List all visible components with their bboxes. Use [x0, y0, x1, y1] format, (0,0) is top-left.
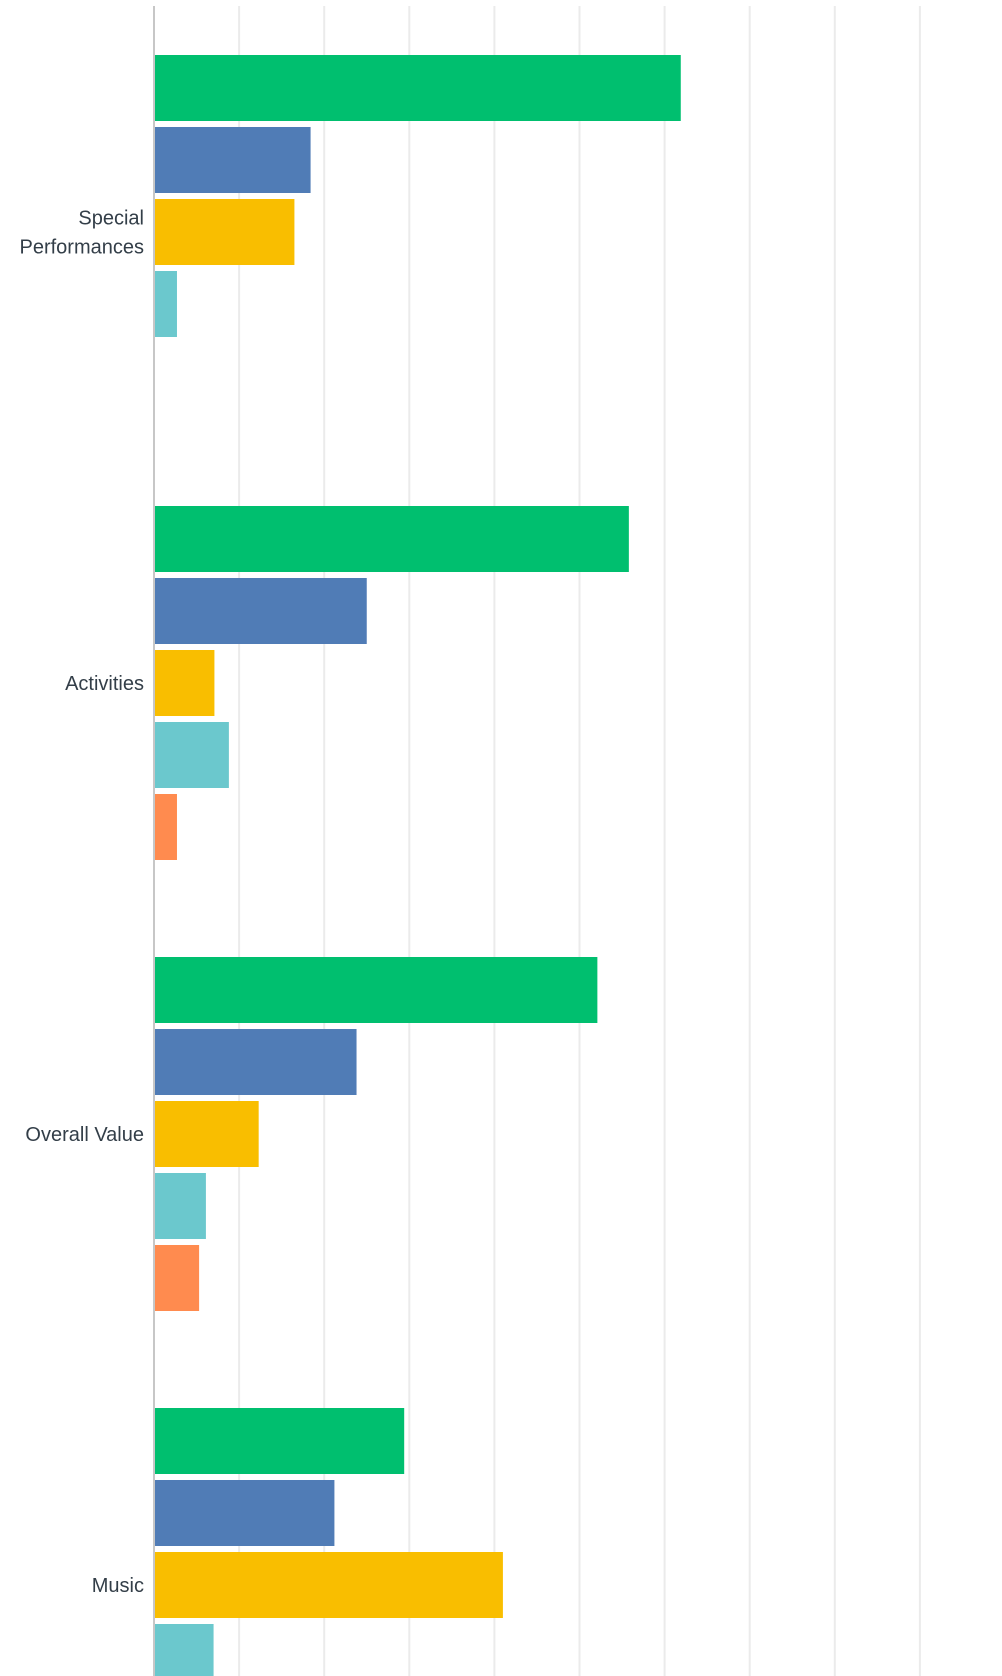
bar-1-series-4	[154, 794, 177, 860]
bar-0-series-2	[154, 199, 295, 265]
category-label-1: Activities	[65, 673, 144, 695]
category-label-3: Music	[92, 1575, 144, 1597]
category-label-0: Special Performances	[20, 208, 145, 259]
bar-1-series-2	[154, 650, 215, 716]
bar-3-series-1	[154, 1480, 335, 1546]
bar-0-series-0	[154, 55, 681, 121]
category-label-2: Overall Value	[25, 1124, 144, 1146]
bar-3-series-3	[154, 1624, 214, 1676]
bar-2-series-4	[154, 1245, 200, 1311]
bar-2-series-3	[154, 1173, 206, 1239]
bar-1-series-1	[154, 578, 367, 644]
bar-2-series-0	[154, 957, 598, 1023]
bar-2-series-2	[154, 1101, 259, 1167]
bar-3-series-0	[154, 1408, 405, 1474]
bar-1-series-3	[154, 722, 229, 788]
bar-0-series-3	[154, 271, 177, 337]
bar-0-series-1	[154, 127, 311, 193]
bar-2-series-1	[154, 1029, 357, 1095]
bar-3-series-2	[154, 1552, 503, 1618]
bar-1-series-0	[154, 506, 629, 572]
